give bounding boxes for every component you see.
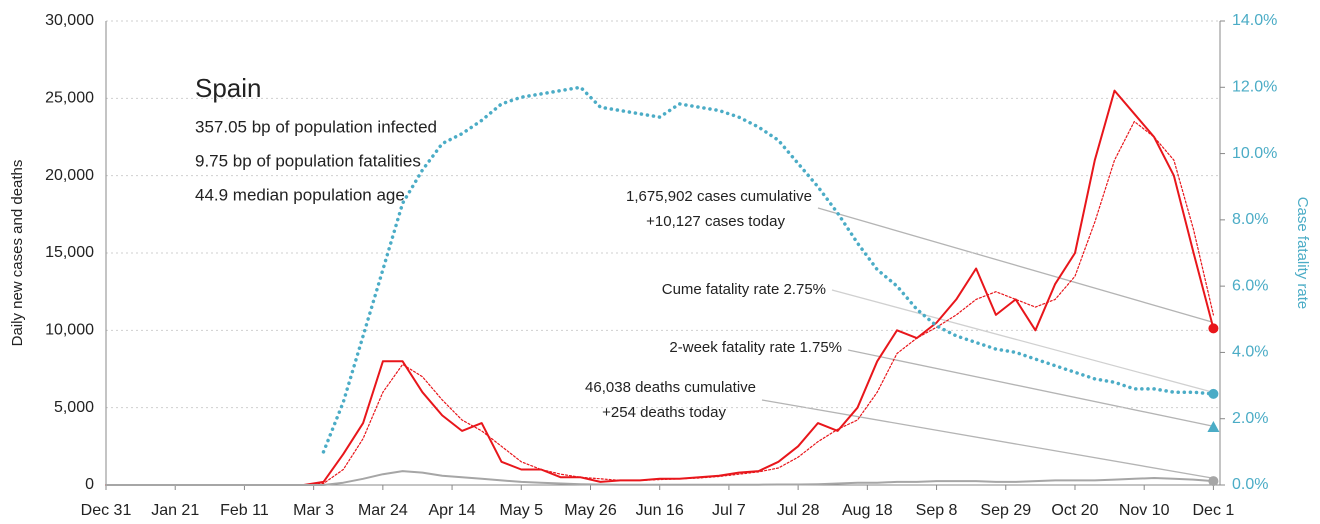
y2-tick-label: 4.0% [1232, 344, 1268, 361]
x-tick-label: Nov 10 [1119, 502, 1170, 519]
end-marker [1208, 323, 1219, 334]
series-line [105, 89, 1215, 486]
x-tick-label: Jul 28 [777, 502, 820, 519]
annotation: +254 deaths today [602, 404, 726, 421]
x-tick-label: Jun 16 [636, 502, 684, 519]
end-marker [1208, 476, 1219, 487]
y-tick-label: 10,000 [45, 322, 94, 339]
x-tick-label: Jul 7 [712, 502, 746, 519]
y2-tick-label: 12.0% [1232, 79, 1277, 96]
y-tick-label: 5,000 [54, 399, 94, 416]
x-tick-label: Oct 20 [1051, 502, 1098, 519]
x-tick-label: Sep 8 [916, 502, 958, 519]
x-tick-label: Jan 21 [151, 502, 199, 519]
y-tick-label: 0 [85, 476, 94, 493]
y2-tick-label: 8.0% [1232, 211, 1268, 228]
y-axis-label: Daily new cases and deaths [9, 160, 26, 347]
stat: 9.75 bp of population fatalities [195, 151, 421, 170]
y2-tick-label: 14.0% [1232, 12, 1277, 29]
leader-line [831, 289, 1213, 393]
y-tick-label: 20,000 [45, 167, 94, 184]
annotation: +10,127 cases today [646, 213, 785, 230]
annotation: 2-week fatality rate 1.75% [669, 339, 842, 356]
leader-lines [761, 207, 1213, 479]
stat: 44.9 median population age [195, 185, 405, 204]
y-tick-label: 15,000 [45, 244, 94, 261]
leader-line [817, 207, 1213, 323]
x-tick-label: Mar 24 [358, 502, 408, 519]
x-tick-label: Aug 18 [842, 502, 893, 519]
x-tick-label: Feb 11 [220, 502, 269, 519]
x-tick-label: Dec 1 [1193, 502, 1235, 519]
series-line [105, 470, 1215, 486]
x-tick-label: Mar 3 [293, 502, 334, 519]
series-line [321, 85, 1216, 454]
end-marker [1208, 388, 1219, 399]
y-tick-label: 25,000 [45, 90, 94, 107]
annotation: 1,675,902 cases cumulative [626, 188, 812, 205]
x-tick-label: May 26 [564, 502, 617, 519]
y2-axis-label: Case fatality rate [1294, 197, 1311, 310]
x-tick-label: Sep 29 [980, 502, 1031, 519]
leader-line [847, 349, 1213, 427]
x-tick-label: May 5 [499, 502, 543, 519]
stat: 357.05 bp of population infected [195, 117, 437, 136]
leader-line [761, 399, 1213, 479]
y2-tick-label: 0.0% [1232, 476, 1268, 493]
marker [1207, 421, 1220, 432]
y2-tick-label: 6.0% [1232, 277, 1268, 294]
annotation: 46,038 deaths cumulative [585, 379, 756, 396]
x-tick-label: Dec 31 [81, 502, 132, 519]
x-tick-label: Apr 14 [428, 502, 475, 519]
annotation: Cume fatality rate 2.75% [662, 281, 826, 298]
y2-tick-label: 2.0% [1232, 410, 1268, 427]
y-tick-label: 30,000 [45, 12, 94, 29]
y2-tick-label: 10.0% [1232, 145, 1277, 162]
